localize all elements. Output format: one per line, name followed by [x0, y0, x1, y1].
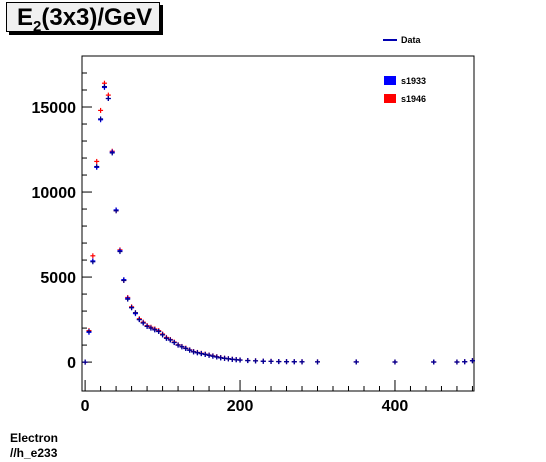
data-point-data — [129, 305, 135, 311]
data-point-data — [117, 249, 123, 255]
data-point-data — [90, 259, 96, 265]
plot-frame — [81, 55, 475, 392]
data-point-data — [109, 150, 115, 156]
data-point-data — [136, 317, 142, 323]
x-tick-label: 0 — [81, 398, 90, 415]
y-tick-label: 0 — [67, 355, 76, 372]
data-point-data — [237, 357, 243, 363]
data-point-data — [431, 359, 437, 365]
axes: 0 5000 10000 15000 0 200 400 — [32, 72, 473, 415]
data-point-data — [105, 96, 111, 102]
data-point-data — [202, 351, 208, 357]
data-points — [82, 80, 475, 365]
data-point-data — [253, 358, 259, 364]
data-point-s1946 — [90, 253, 96, 259]
data-point-data — [299, 359, 305, 365]
data-point-data — [187, 347, 193, 353]
data-point-s1946 — [94, 158, 100, 164]
legend-label-data: Data — [401, 35, 422, 45]
data-point-data — [160, 332, 166, 338]
data-point-data — [179, 344, 185, 350]
data-point-data — [167, 337, 173, 343]
data-point-data — [98, 116, 104, 122]
data-point-data — [210, 353, 216, 359]
data-point-s1946 — [98, 107, 104, 113]
y-tick-label: 10000 — [32, 185, 77, 202]
data-point-data — [101, 84, 107, 90]
data-point-data — [152, 327, 158, 333]
data-point-data — [462, 359, 468, 365]
data-point-data — [353, 359, 359, 365]
data-point-data — [260, 358, 266, 364]
data-point-data — [454, 359, 460, 365]
y-tick-label: 15000 — [32, 100, 77, 117]
legend-label-s1933: s1933 — [401, 76, 426, 86]
data-point-data — [245, 358, 251, 364]
data-point-data — [148, 325, 154, 331]
data-point-data — [183, 345, 189, 351]
legend-data-swatch — [383, 39, 397, 41]
x-tick-label: 400 — [382, 398, 409, 415]
data-point-data — [198, 351, 204, 357]
data-point-data — [163, 335, 169, 341]
data-point-data — [82, 359, 88, 365]
legend-label-s1946: s1946 — [401, 94, 426, 104]
y-tick-label: 5000 — [40, 270, 76, 287]
data-point-data — [86, 328, 92, 334]
data-point-data — [315, 359, 321, 365]
data-point-data — [214, 354, 220, 360]
data-point-data — [191, 349, 197, 355]
footer-path: //h_e233 — [10, 446, 58, 460]
legend-s1946-swatch — [384, 94, 396, 103]
legend: Data s1933 s1946 — [383, 35, 426, 104]
data-point-data — [276, 359, 282, 365]
data-point-data — [175, 342, 181, 348]
data-point-data — [171, 340, 177, 346]
histogram-title: E2(3x3)/GeV — [17, 4, 153, 35]
data-point-data — [206, 352, 212, 358]
data-point-data — [121, 277, 127, 283]
data-point-data — [156, 328, 162, 334]
data-point-data — [469, 358, 475, 364]
x-tick-label: 200 — [227, 398, 254, 415]
data-point-data — [94, 164, 100, 170]
data-point-data — [140, 320, 146, 326]
histogram-title-box: E2(3x3)/GeV — [6, 2, 160, 35]
data-point-data — [194, 350, 200, 356]
data-point-data — [291, 359, 297, 365]
data-point-data — [132, 310, 138, 316]
data-point-data — [125, 296, 131, 302]
legend-s1933-swatch — [384, 76, 396, 85]
data-point-data — [268, 358, 274, 364]
data-point-data — [392, 359, 398, 365]
data-point-data — [113, 208, 119, 214]
data-point-data — [284, 359, 290, 365]
footer-label: Electron — [10, 431, 59, 445]
data-point-data — [144, 323, 150, 329]
